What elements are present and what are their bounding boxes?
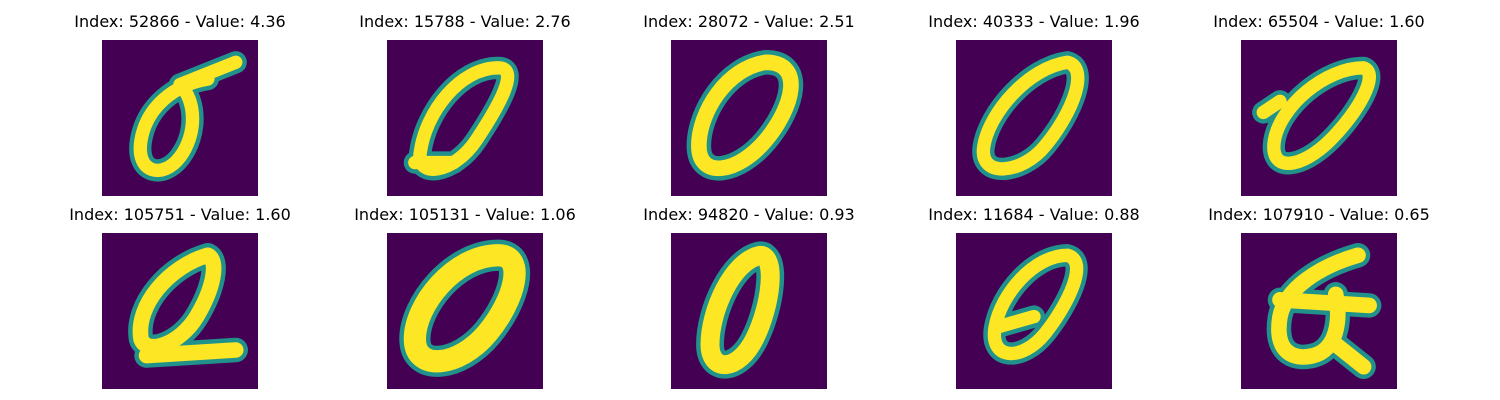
handwritten-zero-icon xyxy=(671,233,827,389)
image-title: Index: 105751 - Value: 1.60 xyxy=(69,205,291,224)
digit-image xyxy=(1241,40,1397,196)
image-title: Index: 105131 - Value: 1.06 xyxy=(354,205,576,224)
image-title: Index: 107910 - Value: 0.65 xyxy=(1208,205,1430,224)
image-title: Index: 65504 - Value: 1.60 xyxy=(1213,12,1425,31)
digit-image xyxy=(387,233,543,389)
image-cell: Index: 11684 - Value: 0.88 xyxy=(892,205,1176,391)
image-cell: Index: 52866 - Value: 4.36 xyxy=(38,12,322,198)
handwritten-zero-icon xyxy=(102,40,258,196)
image-title: Index: 11684 - Value: 0.88 xyxy=(928,205,1140,224)
digit-image xyxy=(956,233,1112,389)
handwritten-zero-icon xyxy=(671,40,827,196)
handwritten-zero-icon xyxy=(102,233,258,389)
digit-image xyxy=(1241,233,1397,389)
handwritten-zero-icon xyxy=(956,40,1112,196)
digit-image xyxy=(671,40,827,196)
image-title: Index: 94820 - Value: 0.93 xyxy=(643,205,855,224)
image-cell: Index: 65504 - Value: 1.60 xyxy=(1177,12,1461,198)
image-title: Index: 15788 - Value: 2.76 xyxy=(359,12,571,31)
handwritten-zero-icon xyxy=(387,40,543,196)
digit-image xyxy=(671,233,827,389)
image-title: Index: 40333 - Value: 1.96 xyxy=(928,12,1140,31)
handwritten-zero-icon xyxy=(387,233,543,389)
digit-image xyxy=(102,40,258,196)
image-cell: Index: 40333 - Value: 1.96 xyxy=(892,12,1176,198)
image-cell: Index: 28072 - Value: 2.51 xyxy=(607,12,891,198)
image-cell: Index: 105131 - Value: 1.06 xyxy=(323,205,607,391)
image-cell: Index: 107910 - Value: 0.65 xyxy=(1177,205,1461,391)
handwritten-zero-icon xyxy=(956,233,1112,389)
digit-image xyxy=(102,233,258,389)
image-cell: Index: 105751 - Value: 1.60 xyxy=(38,205,322,391)
image-cell: Index: 94820 - Value: 0.93 xyxy=(607,205,891,391)
handwritten-zero-icon xyxy=(1241,233,1397,389)
image-cell: Index: 15788 - Value: 2.76 xyxy=(323,12,607,198)
digit-image xyxy=(956,40,1112,196)
handwritten-zero-icon xyxy=(1241,40,1397,196)
image-title: Index: 28072 - Value: 2.51 xyxy=(643,12,855,31)
image-title: Index: 52866 - Value: 4.36 xyxy=(74,12,286,31)
digit-image xyxy=(387,40,543,196)
